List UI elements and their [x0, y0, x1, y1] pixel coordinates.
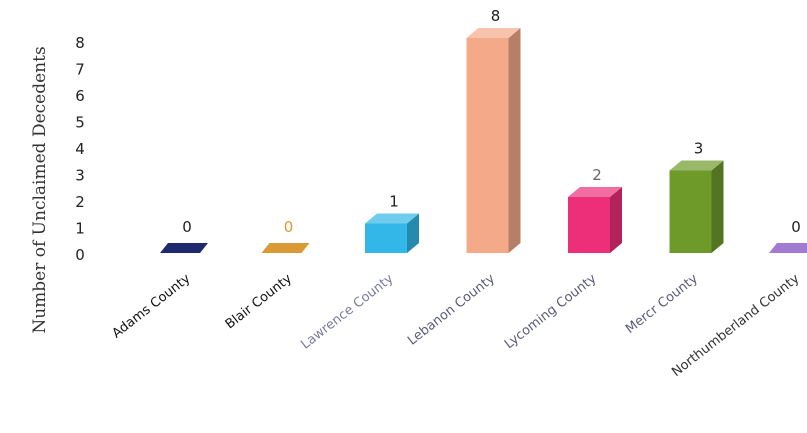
x-tick-label: Lebanon County [405, 271, 498, 348]
x-tick-label: Lawrence County [298, 271, 396, 352]
x-axis-ticks: Adams County Blair County Lawrence County L… [110, 271, 803, 380]
x-tick-label: Adams County [110, 271, 194, 341]
y-tick-label: 7 [75, 61, 85, 79]
y-tick-label: 1 [75, 220, 85, 238]
bar [160, 243, 208, 253]
data-label: 1 [389, 193, 399, 211]
y-axis-ticks: 0 1 2 3 4 5 6 7 8 [75, 34, 85, 264]
y-axis-title: Number of Unclaimed Decedents [30, 46, 50, 333]
bar [466, 28, 521, 253]
data-label: 2 [592, 166, 602, 184]
data-label: 3 [694, 140, 704, 158]
bar [261, 243, 310, 253]
x-tick-label: Blair County [223, 271, 295, 332]
bar [769, 243, 807, 253]
data-labels: 0 0 1 8 2 3 0 [182, 7, 801, 236]
y-tick-label: 8 [75, 34, 85, 52]
y-tick-label: 3 [75, 167, 85, 185]
bar [669, 160, 724, 253]
y-tick-label: 5 [75, 114, 85, 132]
bars [160, 28, 807, 253]
data-label: 0 [791, 218, 801, 236]
x-tick-label: Lycoming County [502, 271, 600, 352]
bar [365, 213, 419, 253]
y-tick-label: 6 [75, 87, 85, 105]
data-label: 0 [182, 218, 192, 236]
data-label: 0 [284, 218, 294, 236]
y-tick-label: 4 [75, 140, 85, 158]
data-label: 8 [491, 7, 501, 25]
bar [568, 187, 622, 253]
x-tick-label: Mercr County [623, 271, 701, 337]
y-tick-label: 0 [75, 246, 85, 264]
y-tick-label: 2 [75, 193, 85, 211]
